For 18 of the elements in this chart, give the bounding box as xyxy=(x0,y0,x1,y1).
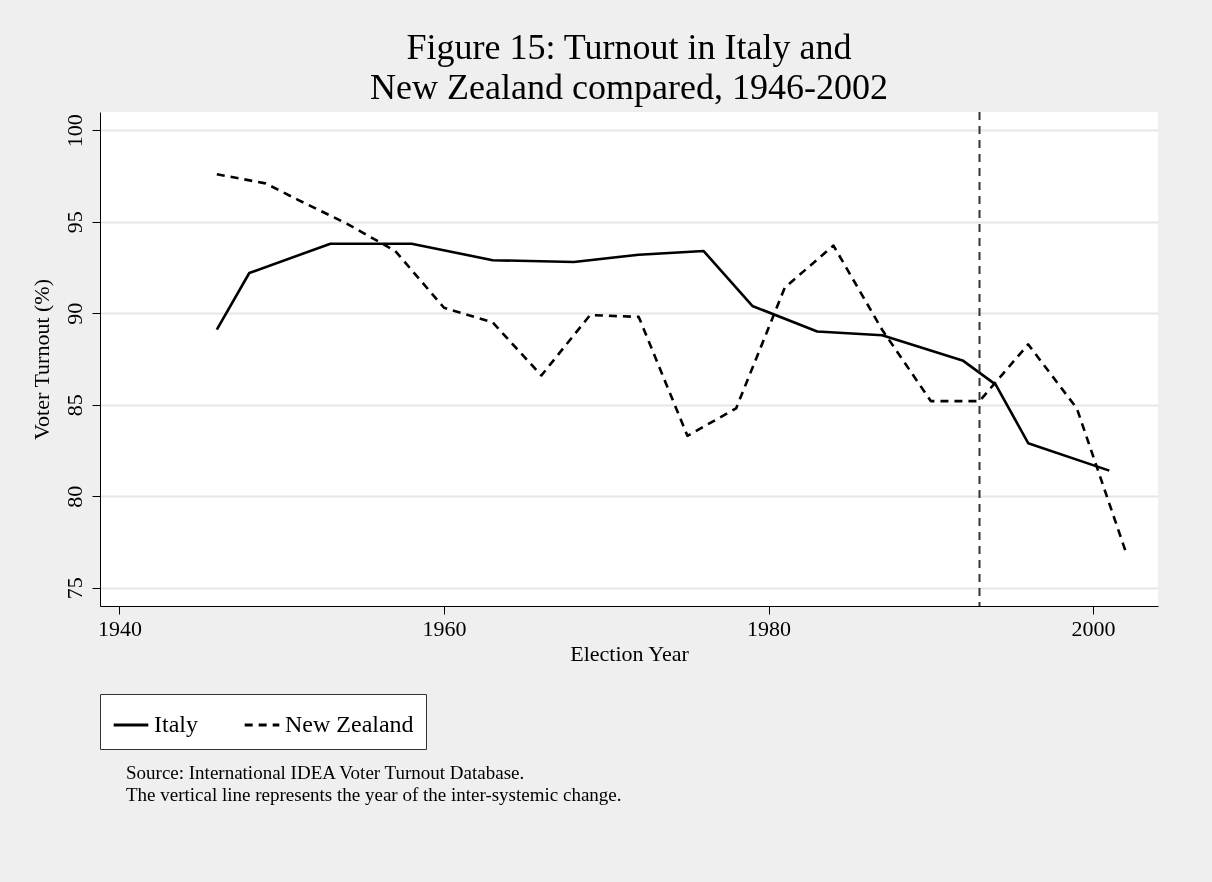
y-tick-label: 95 xyxy=(61,211,87,234)
legend-label: Italy xyxy=(154,711,198,737)
x-axis-title: Election Year xyxy=(570,640,690,666)
y-tick-label: 75 xyxy=(61,577,87,600)
legend-label: New Zealand xyxy=(285,711,414,737)
line-series xyxy=(215,172,1127,553)
y-axis-title: Voter Turnout (%) xyxy=(28,279,54,440)
y-tick-label: 85 xyxy=(61,394,87,417)
text: The vertical line represents the year of the inter-systemic change. xyxy=(126,784,623,806)
x-tick-label: 1940 xyxy=(97,615,142,641)
x-tick-label: 1960 xyxy=(422,615,467,641)
source-note: Source: International IDEA Voter Turnout Database. xyxy=(126,762,526,784)
y-tick-label: 90 xyxy=(61,302,87,325)
y-tick-label: 80 xyxy=(61,485,87,508)
x-tick-label: 2000 xyxy=(1071,615,1116,641)
x-tick-label: 1980 xyxy=(747,615,792,641)
chart-title: Figure 15: Turnout in Italy and New Zealand compared, 1946-2002 xyxy=(370,27,888,107)
y-tick-label: 100 xyxy=(61,114,87,148)
